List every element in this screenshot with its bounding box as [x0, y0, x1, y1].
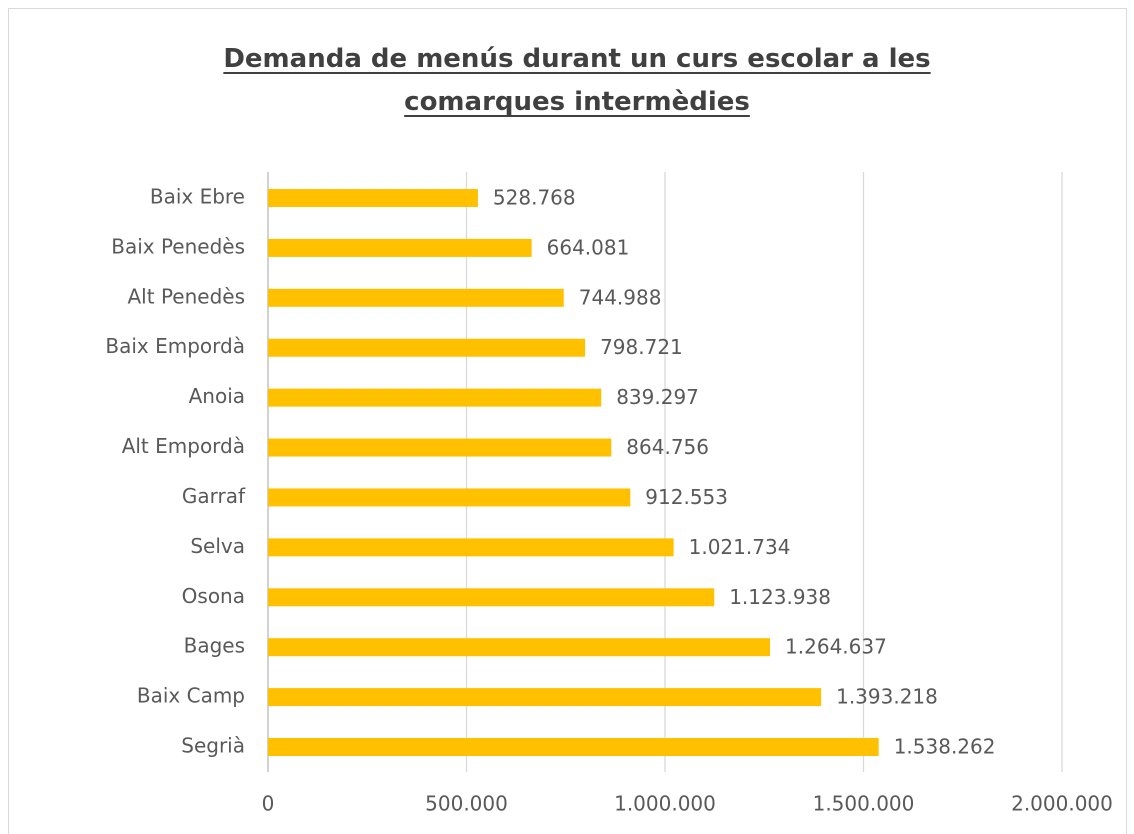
x-tick-label: 0: [262, 792, 275, 816]
data-label: 798.721: [600, 335, 683, 359]
y-tick-label: Anoia: [189, 384, 245, 408]
bar: [268, 189, 478, 207]
bar: [268, 588, 715, 607]
bar: [268, 488, 631, 507]
bar: [268, 538, 674, 557]
bar: [268, 738, 879, 756]
y-tick-label: Alt Penedès: [128, 284, 246, 308]
data-label: 912.553: [645, 485, 728, 509]
x-tick-label: 500.000: [425, 792, 508, 816]
y-tick-label: Segrià: [181, 734, 245, 758]
data-label: 839.297: [616, 385, 699, 409]
chart-border: [8, 8, 1127, 834]
y-tick-label: Garraf: [182, 484, 246, 508]
data-label: 1.021.734: [689, 535, 791, 559]
bar: [268, 438, 612, 457]
bar: [268, 238, 532, 257]
data-label: 1.123.938: [729, 585, 831, 609]
data-label: 528.768: [493, 186, 576, 210]
chart-title: Demanda de menús durant un curs escolar …: [223, 44, 931, 117]
y-tick-label: Baix Penedès: [111, 234, 245, 258]
y-tick-label: Osona: [182, 584, 245, 608]
bar: [268, 388, 602, 407]
bar: [268, 288, 564, 307]
data-label: 1.538.262: [894, 735, 996, 759]
y-tick-label: Baix Empordà: [105, 334, 245, 358]
x-tick-label: 2.000.000: [1011, 792, 1113, 816]
y-tick-label: Alt Empordà: [122, 434, 245, 458]
y-tick-label: Selva: [190, 534, 245, 558]
x-tick-label: 1.500.000: [813, 792, 915, 816]
data-label: 1.264.637: [785, 635, 887, 659]
x-tick-label: 1.000.000: [614, 792, 716, 816]
data-label: 864.756: [626, 435, 709, 459]
data-label: 664.081: [547, 235, 630, 259]
y-tick-label: Baix Camp: [137, 684, 245, 708]
bar: [268, 688, 822, 707]
y-tick-label: Baix Ebre: [150, 185, 245, 209]
data-label: 1.393.218: [836, 685, 938, 709]
y-tick-label: Bages: [184, 634, 245, 658]
bar: [268, 338, 586, 357]
bar: [268, 638, 771, 657]
data-label: 744.988: [579, 285, 662, 309]
